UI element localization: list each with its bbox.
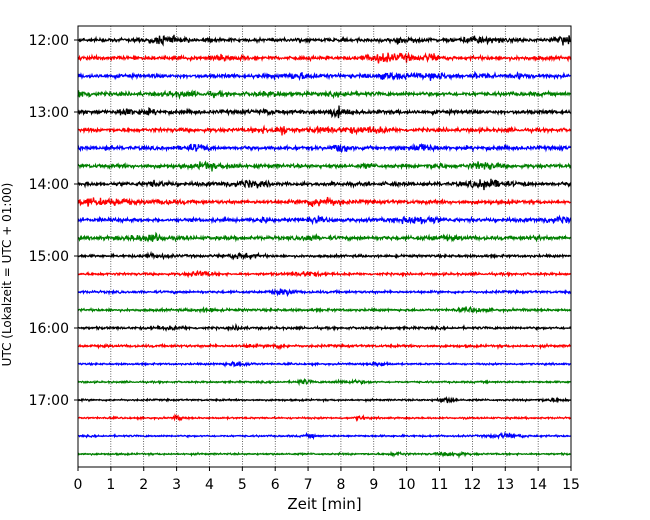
x-tick-label: 6 — [271, 477, 280, 493]
x-axis-label: Zeit [min] — [287, 495, 361, 513]
trace-15-45 — [77, 305, 572, 315]
trace-12-15 — [77, 51, 572, 64]
trace-12-45 — [77, 89, 572, 100]
x-tick-label: 12 — [463, 477, 481, 493]
seismic-traces — [77, 34, 572, 459]
x-tick-label: 3 — [172, 477, 181, 493]
trace-12-00 — [77, 34, 572, 47]
x-tick-label: 0 — [74, 477, 83, 493]
x-tick-label: 1 — [106, 477, 115, 493]
y-tick-label: 16:00 — [29, 321, 69, 337]
y-axis-label: UTC (Lokalzeit = UTC + 01:00) — [0, 183, 14, 367]
y-tick-label: 14:00 — [29, 177, 69, 193]
vertical-gridlines — [110, 26, 539, 467]
trace-17-00 — [77, 395, 572, 404]
trace-16-45 — [77, 377, 572, 387]
y-tick-label: 13:00 — [29, 105, 69, 121]
x-tick-label: 14 — [529, 477, 547, 493]
trace-17-30 — [77, 431, 572, 441]
x-tick-label: 5 — [238, 477, 247, 493]
trace-13-30 — [77, 142, 572, 154]
x-axis-ticks: 0 1 2 3 4 5 6 7 8 9 10 11 12 13 14 15 — [74, 467, 580, 493]
trace-16-30 — [77, 360, 572, 368]
x-tick-label: 2 — [139, 477, 148, 493]
trace-14-45 — [77, 231, 572, 243]
y-tick-label: 15:00 — [29, 249, 69, 265]
x-tick-label: 10 — [398, 477, 416, 493]
trace-14-30 — [77, 214, 572, 226]
trace-14-00 — [77, 178, 572, 191]
x-tick-label: 11 — [431, 477, 449, 493]
x-tick-label: 8 — [336, 477, 345, 493]
x-tick-label: 7 — [304, 477, 313, 493]
trace-16-15 — [77, 342, 572, 351]
trace-17-45 — [77, 450, 572, 459]
trace-17-15 — [77, 413, 572, 423]
y-tick-label: 12:00 — [29, 33, 69, 49]
y-tick-label: 17:00 — [29, 393, 69, 409]
trace-12-30 — [77, 70, 572, 82]
trace-15-15 — [77, 269, 572, 279]
x-tick-label: 15 — [562, 477, 580, 493]
x-tick-label: 9 — [369, 477, 378, 493]
trace-15-30 — [77, 288, 572, 298]
x-tick-label: 4 — [205, 477, 214, 493]
y-axis-ticks: 12:00 13:00 14:00 15:00 16:00 17:00 — [29, 33, 78, 409]
plot-frame — [77, 25, 572, 468]
trace-14-15 — [77, 196, 572, 207]
trace-13-15 — [77, 124, 572, 136]
trace-13-45 — [77, 160, 572, 172]
trace-13-00 — [77, 105, 572, 119]
trace-15-00 — [77, 250, 572, 261]
trace-16-00 — [77, 322, 572, 333]
x-tick-label: 13 — [496, 477, 514, 493]
